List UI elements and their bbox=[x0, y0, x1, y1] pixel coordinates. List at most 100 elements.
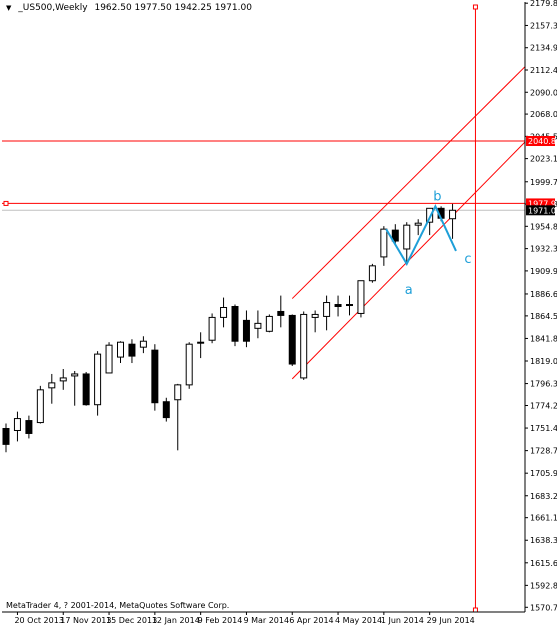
candle-body-bull bbox=[346, 304, 353, 307]
price-tag-label: 2040.86 bbox=[528, 137, 557, 146]
candle[interactable] bbox=[197, 332, 205, 359]
candle[interactable] bbox=[391, 224, 399, 245]
candle[interactable] bbox=[185, 342, 193, 389]
candle[interactable] bbox=[59, 368, 67, 390]
candle[interactable] bbox=[105, 342, 113, 374]
candle-body-bull bbox=[105, 344, 113, 374]
candle[interactable] bbox=[151, 344, 159, 411]
candle-body-bear bbox=[128, 343, 136, 357]
candle-body-bull bbox=[94, 353, 102, 406]
candle[interactable] bbox=[71, 370, 79, 406]
candle[interactable] bbox=[13, 411, 21, 442]
candle-body-bull bbox=[139, 340, 147, 348]
candle[interactable] bbox=[426, 207, 434, 236]
y-tick-label: 1615.60 bbox=[530, 559, 557, 568]
candle-body-bear bbox=[242, 319, 250, 342]
x-tick-label: 15 Dec 2013 bbox=[106, 616, 157, 625]
candle-body-bull bbox=[71, 373, 79, 377]
y-tick-label: 1592.85 bbox=[530, 581, 557, 590]
candle-body-bull bbox=[197, 341, 205, 344]
candle[interactable] bbox=[25, 415, 33, 439]
candle-body-bull bbox=[357, 280, 365, 314]
candle[interactable] bbox=[414, 219, 422, 236]
copyright-footer: MetaTrader 4, ? 2001-2014, MetaQuotes So… bbox=[6, 601, 230, 610]
candle[interactable] bbox=[357, 280, 365, 318]
candle[interactable] bbox=[323, 295, 331, 331]
y-tick-label: 1909.90 bbox=[530, 267, 557, 276]
vertical-line-handle-top[interactable] bbox=[472, 4, 478, 10]
chart-ohlc: 1962.50 1977.50 1942.25 1971.00 bbox=[94, 3, 252, 13]
wave-label-b: b bbox=[433, 189, 441, 204]
candle-body-bull bbox=[426, 207, 434, 223]
y-tick-label: 1864.55 bbox=[530, 312, 557, 321]
candle-body-bull bbox=[265, 315, 273, 332]
candle-body-bear bbox=[162, 401, 170, 419]
chart-title-bar: ▼ _US500,Weekly 1962.50 1977.50 1942.25 … bbox=[6, 3, 252, 13]
wave-label-c: c bbox=[464, 252, 471, 267]
candle[interactable] bbox=[48, 373, 56, 404]
candle-body-bear bbox=[391, 229, 399, 242]
current-price-tag: 1971.00 bbox=[526, 205, 557, 216]
candle[interactable] bbox=[94, 351, 102, 416]
candle[interactable] bbox=[277, 295, 285, 328]
candle-body-bull bbox=[117, 341, 124, 358]
y-tick-label: 1661.10 bbox=[530, 514, 557, 523]
y-tick-label: 2068.00 bbox=[530, 110, 557, 119]
candle[interactable] bbox=[36, 385, 44, 424]
candle[interactable] bbox=[368, 263, 376, 283]
y-tick-label: 1932.35 bbox=[530, 245, 557, 254]
candle-body-bull bbox=[300, 313, 308, 379]
vertical-line-handle-bottom[interactable] bbox=[472, 607, 478, 613]
y-tick-label: 1886.65 bbox=[530, 290, 557, 299]
candle[interactable] bbox=[334, 295, 342, 317]
level-price-tag: 2040.86 bbox=[526, 136, 557, 147]
candle[interactable] bbox=[128, 339, 136, 364]
candle[interactable] bbox=[265, 314, 273, 333]
candle-body-bull bbox=[323, 302, 331, 317]
candle[interactable] bbox=[449, 203, 457, 239]
y-tick-label: 1683.20 bbox=[530, 492, 557, 501]
candle[interactable] bbox=[300, 311, 308, 380]
y-tick-label: 1999.75 bbox=[530, 178, 557, 187]
y-tick-label: 1638.35 bbox=[530, 536, 557, 545]
candle[interactable] bbox=[139, 336, 147, 354]
candle[interactable] bbox=[174, 383, 182, 451]
price-tag-bg bbox=[526, 198, 555, 209]
candle[interactable] bbox=[403, 222, 411, 264]
candle-body-bull bbox=[380, 228, 388, 258]
line-anchor-handle[interactable] bbox=[3, 200, 9, 206]
candle[interactable] bbox=[254, 310, 262, 339]
candle[interactable] bbox=[380, 226, 388, 266]
candle-body-bear bbox=[231, 306, 239, 342]
candle[interactable] bbox=[162, 397, 170, 422]
x-tick-label: 20 Oct 2013 bbox=[14, 616, 63, 625]
candle-body-bear bbox=[288, 314, 296, 365]
candle-body-bull bbox=[13, 418, 21, 431]
candle[interactable] bbox=[208, 313, 216, 344]
wave-label-a: a bbox=[405, 283, 413, 298]
channel-upper-line[interactable] bbox=[291, 66, 526, 299]
candle[interactable] bbox=[231, 304, 239, 347]
candle[interactable] bbox=[242, 310, 250, 348]
candle[interactable] bbox=[117, 341, 124, 364]
y-tick-label: 1819.05 bbox=[530, 357, 557, 366]
candle-body-bull bbox=[208, 316, 216, 341]
triangle-down-icon[interactable]: ▼ bbox=[6, 4, 12, 12]
candle[interactable] bbox=[346, 295, 353, 316]
candle-body-bear bbox=[334, 304, 342, 308]
candle[interactable] bbox=[311, 310, 319, 333]
wave-annotation-line[interactable] bbox=[385, 204, 457, 266]
candle-body-bull bbox=[59, 377, 67, 382]
candle[interactable] bbox=[82, 371, 90, 406]
candle[interactable] bbox=[220, 297, 228, 328]
y-tick-label: 2090.00 bbox=[530, 88, 557, 97]
candle[interactable] bbox=[288, 314, 296, 367]
y-tick-label: 2179.80 bbox=[530, 0, 557, 8]
y-tick-label: 2157.35 bbox=[530, 21, 557, 30]
price-tag-bg bbox=[526, 136, 555, 147]
candle-body-bear bbox=[25, 420, 33, 434]
candle[interactable] bbox=[2, 423, 10, 453]
candle-body-bull bbox=[449, 209, 457, 220]
price-tag-bg bbox=[526, 205, 555, 216]
